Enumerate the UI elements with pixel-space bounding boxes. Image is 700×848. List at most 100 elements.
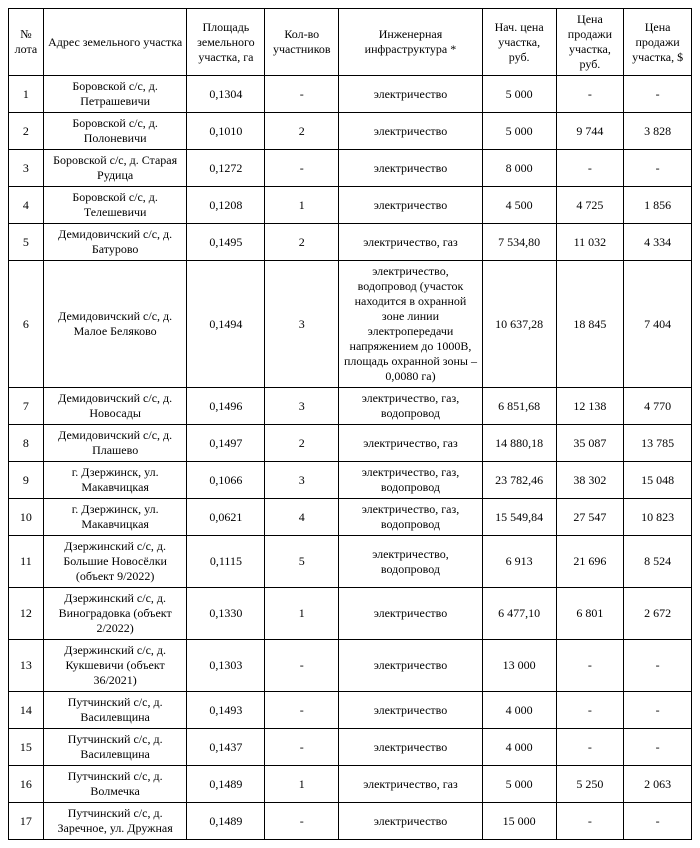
cell-13-0: 14 (9, 692, 44, 729)
cell-0-2: 0,1304 (187, 76, 265, 113)
cell-7-0: 8 (9, 425, 44, 462)
cell-8-0: 9 (9, 462, 44, 499)
cell-14-7: - (624, 729, 692, 766)
cell-4-4: электричество, газ (339, 224, 483, 261)
cell-3-3: 1 (265, 187, 339, 224)
table-row: 13Дзержинский с/с, д. Кукшевичи (объект … (9, 640, 692, 692)
cell-15-2: 0,1489 (187, 766, 265, 803)
cell-10-2: 0,1115 (187, 536, 265, 588)
cell-14-2: 0,1437 (187, 729, 265, 766)
cell-13-1: Путчинский с/с, д. Василевщина (43, 692, 187, 729)
table-row: 14Путчинский с/с, д. Василевщина0,1493 - э… (9, 692, 692, 729)
cell-15-7: 2 063 (624, 766, 692, 803)
cell-2-1: Боровской с/с, д. Старая Рудица (43, 150, 187, 187)
cell-2-6: - (556, 150, 624, 187)
table-row: 15Путчинский с/с, д. Василевщина0,1437-э… (9, 729, 692, 766)
cell-1-6: 9 744 (556, 113, 624, 150)
cell-9-3: 4 (265, 499, 339, 536)
cell-12-6: - (556, 640, 624, 692)
cell-7-3: 2 (265, 425, 339, 462)
col-header-3: Кол-во участников (265, 9, 339, 76)
table-row: 12Дзержинский с/с, д. Виноградовка (объе… (9, 588, 692, 640)
cell-10-1: Дзержинский с/с, д. Большие Новосёлки (о… (43, 536, 187, 588)
cell-3-5: 4 500 (482, 187, 556, 224)
cell-6-1: Демидовичский с/с, д. Новосады (43, 388, 187, 425)
cell-11-2: 0,1330 (187, 588, 265, 640)
col-header-6: Цена продажи участка, руб. (556, 9, 624, 76)
cell-2-2: 0,1272 (187, 150, 265, 187)
cell-12-0: 13 (9, 640, 44, 692)
cell-9-1: г. Дзержинск, ул. Макавчицкая (43, 499, 187, 536)
cell-1-7: 3 828 (624, 113, 692, 150)
cell-3-1: Боровской с/с, д. Телешевичи (43, 187, 187, 224)
cell-6-7: 4 770 (624, 388, 692, 425)
cell-4-6: 11 032 (556, 224, 624, 261)
col-header-2: Площадь земельного участка, га (187, 9, 265, 76)
table-row: 3Боровской с/с, д. Старая Рудица0,1272-э… (9, 150, 692, 187)
cell-4-5: 7 534,80 (482, 224, 556, 261)
cell-10-7: 8 524 (624, 536, 692, 588)
cell-2-5: 8 000 (482, 150, 556, 187)
cell-16-3: - (265, 803, 339, 840)
cell-13-7: - (624, 692, 692, 729)
table-row: 10г. Дзержинск, ул. Макавчицкая0,06214эл… (9, 499, 692, 536)
cell-3-6: 4 725 (556, 187, 624, 224)
col-header-7: Цена продажи участка, $ (624, 9, 692, 76)
cell-2-7: - (624, 150, 692, 187)
table-row: 5Демидовичский с/с, д. Батурово0,14952эл… (9, 224, 692, 261)
cell-0-7: - (624, 76, 692, 113)
cell-0-1: Боровской с/с, д. Петрашевичи (43, 76, 187, 113)
cell-0-4: электричество (339, 76, 483, 113)
cell-16-7: - (624, 803, 692, 840)
cell-7-2: 0,1497 (187, 425, 265, 462)
cell-7-1: Демидовичский с/с, д. Плашево (43, 425, 187, 462)
cell-10-0: 11 (9, 536, 44, 588)
cell-7-4: электричество, газ (339, 425, 483, 462)
col-header-0: № лота (9, 9, 44, 76)
cell-8-7: 15 048 (624, 462, 692, 499)
cell-1-4: электричество (339, 113, 483, 150)
cell-1-5: 5 000 (482, 113, 556, 150)
cell-8-4: электричество, газ, водопровод (339, 462, 483, 499)
cell-7-7: 13 785 (624, 425, 692, 462)
cell-0-3: - (265, 76, 339, 113)
cell-5-6: 18 845 (556, 261, 624, 388)
col-header-1: Адрес земельного участка (43, 9, 187, 76)
cell-10-5: 6 913 (482, 536, 556, 588)
cell-7-6: 35 087 (556, 425, 624, 462)
cell-12-1: Дзержинский с/с, д. Кукшевичи (объект 36… (43, 640, 187, 692)
cell-12-4: электричество (339, 640, 483, 692)
cell-15-0: 16 (9, 766, 44, 803)
cell-16-4: электричество (339, 803, 483, 840)
cell-16-1: Путчинский с/с, д. Заречное, ул. Дружная (43, 803, 187, 840)
cell-16-2: 0,1489 (187, 803, 265, 840)
cell-14-6: - (556, 729, 624, 766)
cell-9-5: 15 549,84 (482, 499, 556, 536)
cell-4-7: 4 334 (624, 224, 692, 261)
table-row: 11Дзержинский с/с, д. Большие Новосёлки … (9, 536, 692, 588)
cell-14-0: 15 (9, 729, 44, 766)
cell-12-7: - (624, 640, 692, 692)
cell-6-6: 12 138 (556, 388, 624, 425)
cell-6-4: электричество, газ, водопровод (339, 388, 483, 425)
cell-13-2: 0,1493 (187, 692, 265, 729)
cell-11-6: 6 801 (556, 588, 624, 640)
cell-3-4: электричество (339, 187, 483, 224)
land-lots-table: № лотаАдрес земельного участкаПлощадь зе… (8, 8, 692, 840)
cell-5-3: 3 (265, 261, 339, 388)
cell-15-1: Путчинский с/с, д. Волмечка (43, 766, 187, 803)
cell-11-3: 1 (265, 588, 339, 640)
table-row: 1Боровской с/с, д. Петрашевичи0,1304-эле… (9, 76, 692, 113)
cell-13-4: электричество (339, 692, 483, 729)
cell-5-1: Демидовичский с/с, д. Малое Беляково (43, 261, 187, 388)
cell-14-1: Путчинский с/с, д. Василевщина (43, 729, 187, 766)
cell-8-6: 38 302 (556, 462, 624, 499)
cell-1-3: 2 (265, 113, 339, 150)
cell-9-7: 10 823 (624, 499, 692, 536)
cell-15-3: 1 (265, 766, 339, 803)
cell-9-6: 27 547 (556, 499, 624, 536)
cell-16-5: 15 000 (482, 803, 556, 840)
cell-3-0: 4 (9, 187, 44, 224)
cell-2-3: - (265, 150, 339, 187)
cell-5-4: электричество, водопровод (участок наход… (339, 261, 483, 388)
